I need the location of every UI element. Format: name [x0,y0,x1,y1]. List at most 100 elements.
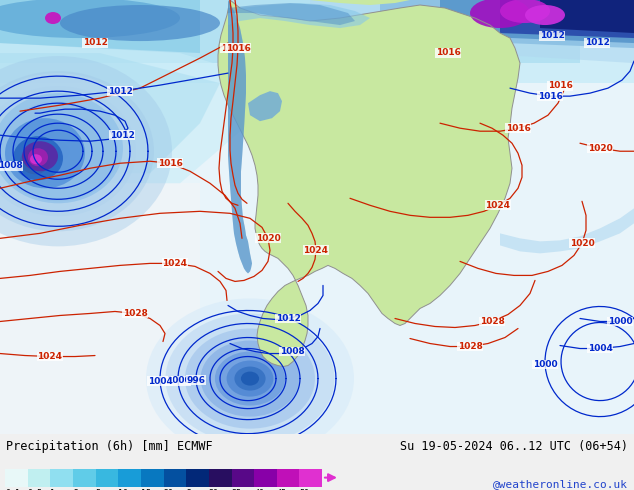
Polygon shape [0,0,634,434]
Ellipse shape [22,141,58,171]
Text: 30: 30 [209,489,219,490]
Bar [231,468,254,487]
Bar [73,468,96,487]
Text: 1024: 1024 [37,352,63,361]
Ellipse shape [0,86,136,216]
Ellipse shape [45,12,61,24]
Polygon shape [540,0,634,33]
Ellipse shape [165,314,335,443]
Ellipse shape [20,148,50,174]
Text: 1028: 1028 [458,342,482,351]
Polygon shape [228,3,355,25]
Polygon shape [0,0,200,53]
Bar [277,468,299,487]
Text: 1020: 1020 [588,144,612,153]
Polygon shape [248,91,282,121]
Polygon shape [0,0,634,83]
Text: 1016: 1016 [538,92,562,100]
Ellipse shape [28,148,48,166]
Text: 1012: 1012 [108,87,133,96]
Ellipse shape [226,361,273,396]
Text: 2a: 2a [186,489,196,490]
Text: 1012: 1012 [585,38,609,47]
Text: @weatheronline.co.uk: @weatheronline.co.uk [493,479,628,489]
Text: 1: 1 [50,489,55,490]
Text: Precipitation (6h) [mm] ECMWF: Precipitation (6h) [mm] ECMWF [6,441,213,453]
Ellipse shape [146,298,354,459]
Text: 1012: 1012 [276,314,301,323]
Bar [5,468,28,487]
Bar [209,468,231,487]
Polygon shape [0,43,280,183]
Text: 1008: 1008 [0,161,22,170]
Ellipse shape [13,136,63,180]
Polygon shape [218,0,520,367]
Text: 10: 10 [119,489,128,490]
Ellipse shape [470,0,530,28]
Polygon shape [0,183,200,434]
Text: 1024: 1024 [162,259,188,268]
Text: 1012: 1012 [82,38,107,47]
Bar [119,468,141,487]
Ellipse shape [215,351,285,406]
Text: 1028: 1028 [122,309,148,318]
Ellipse shape [30,154,42,164]
Polygon shape [228,0,252,273]
Text: 996: 996 [186,376,205,385]
Text: 1024: 1024 [486,201,510,210]
Ellipse shape [60,5,220,41]
Ellipse shape [235,367,266,391]
Text: 1016: 1016 [158,159,183,168]
Text: 0.5: 0.5 [28,489,42,490]
Polygon shape [500,208,634,253]
Ellipse shape [500,0,550,23]
Text: 40: 40 [254,489,264,490]
Text: 2: 2 [73,489,78,490]
Ellipse shape [0,0,180,38]
Bar [186,468,209,487]
Text: 1000: 1000 [165,376,190,385]
Ellipse shape [241,371,259,386]
Text: 1012: 1012 [110,131,134,140]
Text: 1012: 1012 [540,31,564,40]
Text: 45: 45 [277,489,287,490]
Polygon shape [500,0,634,38]
Bar [164,468,186,487]
Text: 15: 15 [141,489,151,490]
Ellipse shape [0,71,154,231]
Text: 1028: 1028 [479,317,505,326]
Polygon shape [0,53,220,173]
Text: 1016: 1016 [505,123,531,133]
Text: 1000: 1000 [607,317,632,326]
Ellipse shape [36,133,80,169]
Text: 50: 50 [299,489,309,490]
Ellipse shape [200,341,299,416]
Text: 5: 5 [96,489,101,490]
Polygon shape [228,3,370,28]
Text: 1004: 1004 [588,344,612,353]
Text: Su 19-05-2024 06..12 UTC (06+54): Su 19-05-2024 06..12 UTC (06+54) [399,441,628,453]
Bar [28,468,50,487]
Bar [141,468,164,487]
Text: 1016: 1016 [548,81,573,90]
Bar [254,468,277,487]
Text: 1020: 1020 [221,44,245,52]
Ellipse shape [5,118,85,188]
Text: 1016: 1016 [436,48,460,57]
Ellipse shape [185,328,315,429]
Bar [50,468,73,487]
Text: 1020: 1020 [569,239,595,248]
Polygon shape [0,0,580,63]
Polygon shape [380,0,634,48]
Ellipse shape [0,73,148,223]
Ellipse shape [0,93,123,203]
Bar [299,468,322,487]
Text: 1000: 1000 [533,360,557,369]
Text: 1020: 1020 [256,234,280,243]
Ellipse shape [0,56,172,246]
Ellipse shape [525,5,565,25]
Polygon shape [310,0,410,5]
Text: 0.1: 0.1 [5,489,20,490]
Text: 1008: 1008 [280,347,304,356]
Polygon shape [440,0,634,43]
